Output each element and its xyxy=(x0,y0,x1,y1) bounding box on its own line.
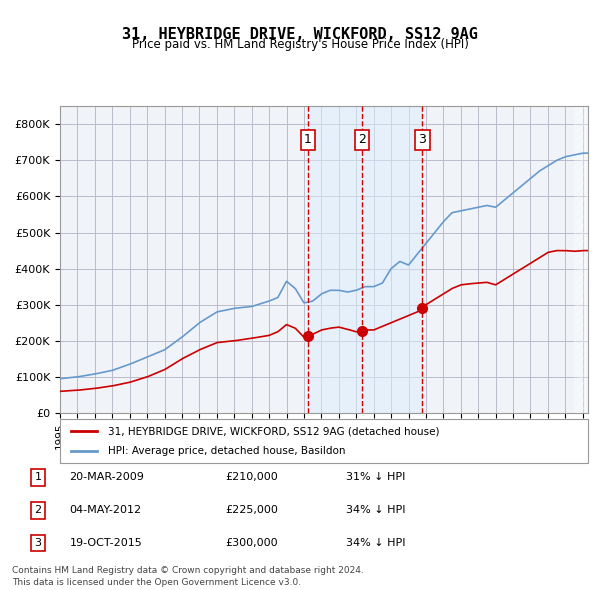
Bar xyxy=(308,106,422,413)
Text: 19-OCT-2015: 19-OCT-2015 xyxy=(70,538,142,548)
Text: 2: 2 xyxy=(358,133,366,146)
Text: 34% ↓ HPI: 34% ↓ HPI xyxy=(346,538,406,548)
Text: 04-MAY-2012: 04-MAY-2012 xyxy=(70,505,142,515)
Text: 31, HEYBRIDGE DRIVE, WICKFORD, SS12 9AG: 31, HEYBRIDGE DRIVE, WICKFORD, SS12 9AG xyxy=(122,27,478,41)
Text: 2: 2 xyxy=(34,505,41,515)
Text: Price paid vs. HM Land Registry's House Price Index (HPI): Price paid vs. HM Land Registry's House … xyxy=(131,38,469,51)
FancyBboxPatch shape xyxy=(60,419,588,463)
Text: 20-MAR-2009: 20-MAR-2009 xyxy=(70,472,145,482)
Text: £225,000: £225,000 xyxy=(225,505,278,515)
Text: 34% ↓ HPI: 34% ↓ HPI xyxy=(346,505,406,515)
Text: 3: 3 xyxy=(34,538,41,548)
Text: 1: 1 xyxy=(304,133,312,146)
Text: £300,000: £300,000 xyxy=(225,538,278,548)
Text: 3: 3 xyxy=(419,133,427,146)
Text: Contains HM Land Registry data © Crown copyright and database right 2024.: Contains HM Land Registry data © Crown c… xyxy=(12,566,364,575)
Text: 1: 1 xyxy=(34,472,41,482)
Bar xyxy=(574,106,588,413)
Text: 31% ↓ HPI: 31% ↓ HPI xyxy=(346,472,406,482)
Text: This data is licensed under the Open Government Licence v3.0.: This data is licensed under the Open Gov… xyxy=(12,578,301,587)
Text: 31, HEYBRIDGE DRIVE, WICKFORD, SS12 9AG (detached house): 31, HEYBRIDGE DRIVE, WICKFORD, SS12 9AG … xyxy=(107,427,439,436)
Text: HPI: Average price, detached house, Basildon: HPI: Average price, detached house, Basi… xyxy=(107,446,345,455)
Text: £210,000: £210,000 xyxy=(225,472,278,482)
